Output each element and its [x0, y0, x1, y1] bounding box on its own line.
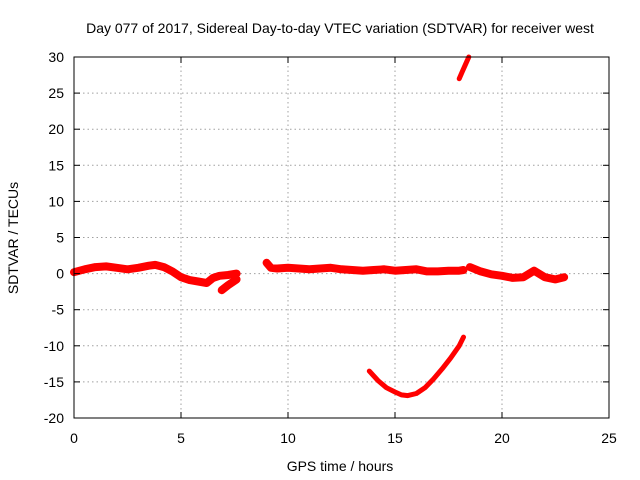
axis-ticks: 0 5 10 15 20 25 -20 -15 -10 -5 0 5 10 15 20 25 30 — [44, 49, 617, 446]
y-tick-label: 20 — [48, 121, 64, 137]
series-segment-1 — [70, 260, 241, 287]
x-tick-label: 20 — [494, 430, 510, 446]
y-tick-label: 25 — [48, 85, 64, 101]
y-tick-label: -15 — [44, 374, 64, 390]
y-tick-label: 0 — [56, 266, 64, 282]
chart-title: Day 077 of 2017, Sidereal Day-to-day VTE… — [86, 20, 594, 36]
gridlines — [74, 57, 609, 418]
x-tick-label: 25 — [601, 430, 617, 446]
y-axis-label: SDTVAR / TECUs — [5, 182, 21, 294]
y-tick-label: 30 — [48, 49, 64, 65]
y-tick-label: 5 — [56, 230, 64, 246]
series-segment-1b — [217, 275, 241, 295]
series-segment-2 — [262, 258, 468, 276]
series-arc-negative — [366, 334, 466, 399]
y-tick-label: -10 — [44, 338, 64, 354]
x-tick-label: 15 — [387, 430, 403, 446]
y-tick-label: -20 — [44, 410, 64, 426]
data-series — [70, 54, 569, 399]
x-tick-label: 10 — [280, 430, 296, 446]
x-axis-label: GPS time / hours — [287, 458, 394, 474]
series-arc-positive — [456, 54, 472, 82]
y-tick-label: 10 — [48, 193, 64, 209]
series-segment-3 — [465, 263, 569, 284]
y-tick-label: 15 — [48, 157, 64, 173]
x-tick-label: 0 — [70, 430, 78, 446]
x-tick-label: 5 — [177, 430, 185, 446]
y-tick-label: -5 — [52, 302, 65, 318]
